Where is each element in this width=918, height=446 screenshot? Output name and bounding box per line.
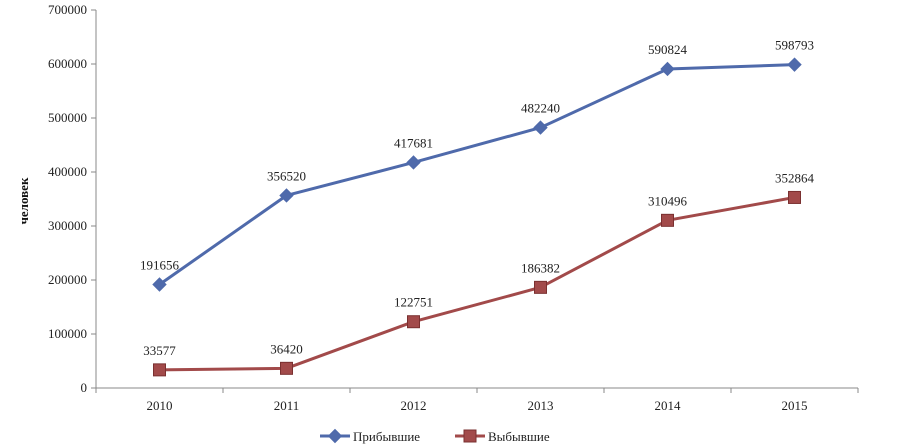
y-tick-label: 700000 xyxy=(48,2,87,17)
data-labels: 191656 356520 417681 482240 590824 598793 3357… xyxy=(140,38,815,358)
data-point-arrived xyxy=(660,61,675,77)
series-arrived xyxy=(152,57,802,292)
legend-label-departed: Выбывшие xyxy=(488,429,550,444)
data-label-arrived: 417681 xyxy=(394,135,433,150)
data-label-departed: 186382 xyxy=(521,260,560,275)
data-point-departed xyxy=(788,190,801,204)
axes: 0 100000 200000 300000 400000 500000 600000 700… xyxy=(48,2,859,413)
legend-marker-departed xyxy=(463,429,477,443)
data-point-arrived xyxy=(406,155,421,170)
data-point-departed xyxy=(534,280,547,294)
data-point-departed xyxy=(280,361,293,375)
data-point-arrived xyxy=(533,120,548,135)
data-point-departed xyxy=(661,213,674,227)
y-axis-label: человек xyxy=(16,177,31,224)
y-tick-label: 600000 xyxy=(48,56,87,71)
y-tick-label: 500000 xyxy=(48,110,87,125)
data-label-departed: 310496 xyxy=(648,193,688,208)
x-tick-label: 2012 xyxy=(401,398,427,413)
x-tick-label: 2015 xyxy=(782,398,808,413)
data-label-departed: 33577 xyxy=(143,343,176,358)
x-tick-label: 2011 xyxy=(274,398,300,413)
legend-item-departed: Выбывшие xyxy=(455,429,550,444)
data-point-arrived xyxy=(279,188,294,203)
y-tick-label: 100000 xyxy=(48,326,87,341)
data-point-departed xyxy=(153,363,166,377)
data-label-departed: 36420 xyxy=(270,341,303,356)
data-label-arrived: 590824 xyxy=(648,42,688,57)
y-tick-label: 400000 xyxy=(48,164,87,179)
y-tick-label: 300000 xyxy=(48,218,87,233)
series-line-arrived xyxy=(158,63,795,286)
y-tick-label: 200000 xyxy=(48,272,87,287)
data-label-arrived: 482240 xyxy=(521,101,560,116)
legend: Прибывшие Выбывшие xyxy=(320,428,550,444)
data-point-arrived xyxy=(787,57,802,72)
data-point-arrived xyxy=(152,277,167,292)
series-departed xyxy=(153,190,801,377)
series-line-departed xyxy=(159,195,795,372)
data-label-departed: 122751 xyxy=(394,295,433,310)
data-label-arrived: 356520 xyxy=(267,168,306,183)
x-tick-label: 2010 xyxy=(147,398,173,413)
data-label-arrived: 598793 xyxy=(775,38,814,53)
legend-label-arrived: Прибывшие xyxy=(353,429,420,444)
legend-marker-arrived xyxy=(327,428,343,444)
series-lines xyxy=(152,57,802,377)
data-label-arrived: 191656 xyxy=(140,258,180,273)
data-point-departed xyxy=(407,315,420,329)
legend-item-arrived: Прибывшие xyxy=(320,428,420,444)
x-tick-label: 2013 xyxy=(528,398,554,413)
data-label-departed: 352864 xyxy=(775,170,815,185)
x-tick-label: 2014 xyxy=(655,398,682,413)
y-tick-label: 0 xyxy=(81,380,88,395)
